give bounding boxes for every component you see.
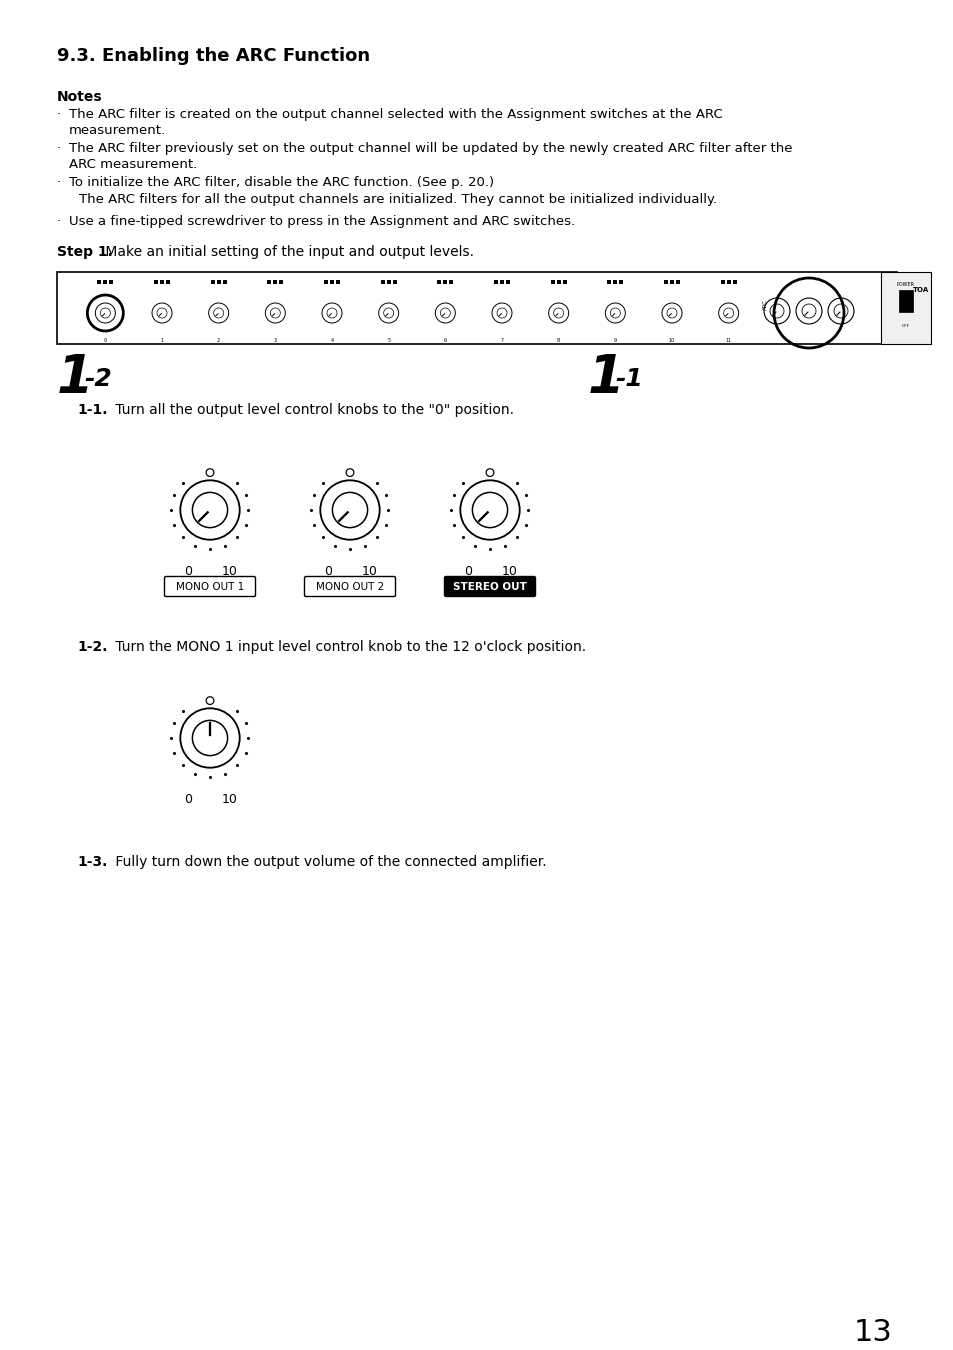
Bar — [880, 271, 930, 344]
Bar — [216, 279, 220, 284]
Text: 6: 6 — [443, 338, 446, 343]
Bar — [57, 271, 896, 344]
Bar — [494, 279, 497, 284]
Bar — [676, 279, 679, 284]
Bar — [160, 279, 164, 284]
Text: Turn the MONO 1 input level control knob to the 12 o'clock position.: Turn the MONO 1 input level control knob… — [111, 640, 585, 653]
Text: POWER: POWER — [896, 282, 914, 288]
Text: 2: 2 — [217, 338, 220, 343]
Bar — [669, 279, 673, 284]
Text: ON: ON — [902, 306, 908, 310]
Bar — [720, 279, 724, 284]
Text: MONO OUT 2: MONO OUT 2 — [315, 582, 384, 591]
Bar — [267, 279, 271, 284]
FancyBboxPatch shape — [164, 576, 255, 597]
Bar — [557, 279, 560, 284]
Bar — [393, 279, 396, 284]
Text: STEREO OUT: STEREO OUT — [453, 582, 526, 591]
Text: 1-3.: 1-3. — [77, 855, 108, 869]
Bar — [274, 279, 277, 284]
Bar — [103, 279, 108, 284]
Text: 10: 10 — [222, 792, 237, 806]
Bar — [110, 279, 113, 284]
Bar — [436, 279, 441, 284]
Text: 0: 0 — [104, 338, 107, 343]
Text: TOA: TOA — [912, 288, 928, 293]
Bar — [330, 279, 334, 284]
Text: 0: 0 — [463, 566, 472, 578]
Text: 4: 4 — [330, 338, 334, 343]
Text: ARC: ARC — [761, 300, 767, 310]
Text: -2: -2 — [84, 367, 112, 392]
Bar — [97, 279, 101, 284]
Text: Fully turn down the output volume of the connected amplifier.: Fully turn down the output volume of the… — [111, 855, 546, 869]
Text: 1-1.: 1-1. — [77, 404, 108, 417]
Text: -1: -1 — [615, 367, 642, 392]
Text: ·: · — [57, 108, 61, 122]
Bar — [166, 279, 170, 284]
Text: The ARC filter previously set on the output channel will be updated by the newly: The ARC filter previously set on the out… — [69, 142, 792, 171]
Bar — [443, 279, 447, 284]
Bar — [618, 279, 622, 284]
Text: 8: 8 — [557, 338, 559, 343]
Bar — [898, 290, 912, 312]
Text: 0: 0 — [184, 566, 192, 578]
Text: 10: 10 — [668, 338, 675, 343]
Bar — [663, 279, 667, 284]
Text: Notes: Notes — [57, 90, 103, 104]
Text: Turn all the output level control knobs to the "0" position.: Turn all the output level control knobs … — [111, 404, 514, 417]
Text: 9: 9 — [613, 338, 617, 343]
Bar — [732, 279, 736, 284]
Text: 10: 10 — [222, 566, 237, 578]
FancyBboxPatch shape — [304, 576, 395, 597]
Text: ·: · — [57, 176, 61, 189]
Bar — [449, 279, 453, 284]
Text: Use a fine-tipped screwdriver to press in the Assignment and ARC switches.: Use a fine-tipped screwdriver to press i… — [69, 215, 575, 228]
Text: 10: 10 — [501, 566, 517, 578]
FancyBboxPatch shape — [444, 576, 535, 597]
Text: 9.3. Enabling the ARC Function: 9.3. Enabling the ARC Function — [57, 47, 370, 65]
Text: ·: · — [57, 215, 61, 228]
Text: 5: 5 — [387, 338, 390, 343]
Text: 10: 10 — [362, 566, 377, 578]
Text: 3: 3 — [274, 338, 276, 343]
Bar — [153, 279, 158, 284]
Bar — [380, 279, 384, 284]
Text: ·: · — [57, 142, 61, 155]
Text: To initialize the ARC filter, disable the ARC function. (See p. 20.): To initialize the ARC filter, disable th… — [69, 176, 494, 189]
Text: 1: 1 — [160, 338, 163, 343]
Text: 1: 1 — [587, 352, 624, 404]
Text: MONO OUT 1: MONO OUT 1 — [175, 582, 244, 591]
Bar — [726, 279, 730, 284]
Bar — [562, 279, 566, 284]
Text: 13: 13 — [853, 1318, 892, 1347]
Bar — [211, 279, 214, 284]
Text: Step 1.: Step 1. — [57, 244, 112, 259]
Text: 7: 7 — [500, 338, 503, 343]
Text: Make an initial setting of the input and output levels.: Make an initial setting of the input and… — [101, 244, 474, 259]
Bar — [324, 279, 328, 284]
Bar — [613, 279, 617, 284]
Bar — [550, 279, 554, 284]
Bar — [386, 279, 391, 284]
Text: 1: 1 — [57, 352, 93, 404]
Text: The ARC filter is created on the output channel selected with the Assignment swi: The ARC filter is created on the output … — [69, 108, 722, 138]
Bar — [505, 279, 510, 284]
Text: 0: 0 — [324, 566, 332, 578]
Text: The ARC filters for all the output channels are initialized. They cannot be init: The ARC filters for all the output chann… — [79, 193, 717, 207]
Text: 0: 0 — [184, 792, 192, 806]
Bar — [222, 279, 227, 284]
Text: OFF: OFF — [901, 324, 909, 328]
Bar — [335, 279, 339, 284]
Text: 11: 11 — [725, 338, 731, 343]
Bar — [607, 279, 611, 284]
Bar — [499, 279, 503, 284]
Text: 1-2.: 1-2. — [77, 640, 108, 653]
Bar — [279, 279, 283, 284]
